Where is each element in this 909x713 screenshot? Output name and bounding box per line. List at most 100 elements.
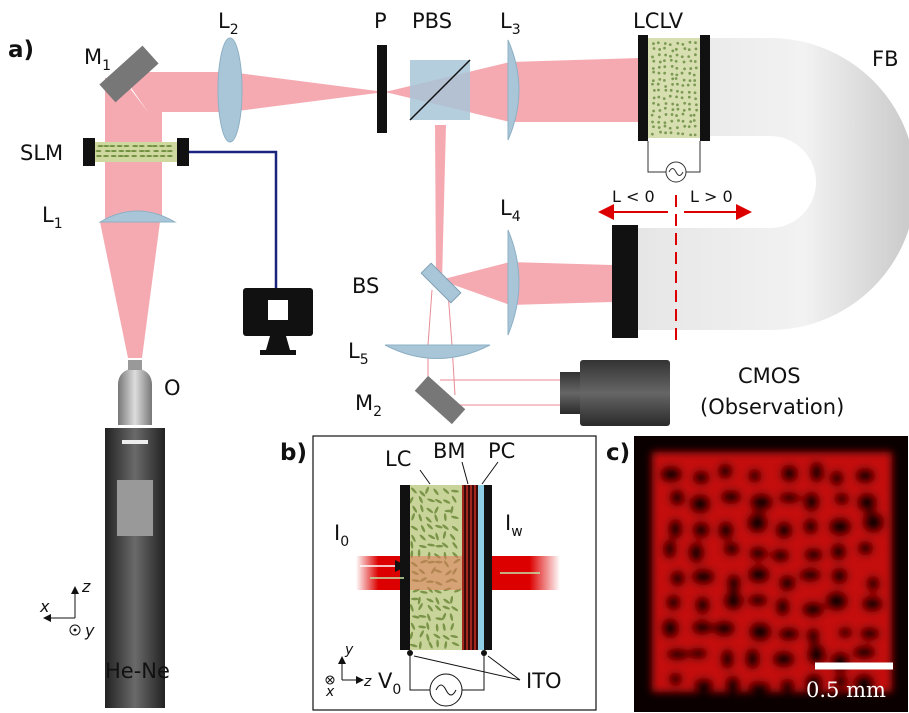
lc-molecule <box>676 54 679 57</box>
lc-molecule <box>97 145 103 147</box>
dark-spot <box>749 493 773 512</box>
lc-molecule <box>95 150 101 152</box>
lc-molecule <box>677 108 680 111</box>
lc-molecule <box>152 145 158 147</box>
dark-spot <box>860 627 880 641</box>
lc-molecule <box>676 83 679 86</box>
lc-molecule <box>677 119 680 122</box>
lc-molecule <box>675 96 678 99</box>
lc-molecule <box>675 48 678 51</box>
slm-frame <box>177 138 189 166</box>
dark-spot <box>717 521 734 540</box>
beam <box>440 262 612 305</box>
lc-molecule <box>681 96 684 99</box>
lc-molecule <box>111 155 117 157</box>
beam-in-lc <box>410 556 462 590</box>
lc-molecule <box>693 79 696 82</box>
lc-molecule <box>663 65 666 68</box>
dark-spot <box>825 591 848 612</box>
beam <box>435 125 446 282</box>
lc-molecule <box>651 114 654 117</box>
lc-molecule <box>664 121 667 124</box>
dark-spot <box>720 490 741 505</box>
lc-molecule <box>689 41 692 44</box>
label: L4 <box>500 196 521 225</box>
dark-spot <box>771 548 790 562</box>
lc-molecule <box>663 59 666 62</box>
dark-spot <box>866 576 880 592</box>
lc-molecule <box>695 47 698 50</box>
dark-spot <box>775 597 790 616</box>
dark-spot <box>748 681 772 694</box>
lc-molecule <box>689 79 692 82</box>
label: He-Ne <box>105 659 170 683</box>
dark-spot <box>772 651 795 668</box>
lc-molecule <box>167 150 173 152</box>
dark-spot <box>748 594 768 607</box>
lc-molecule <box>688 108 691 111</box>
lc-molecule <box>689 67 692 70</box>
lc-molecule <box>651 121 654 124</box>
lc-molecule <box>671 83 674 86</box>
dark-spot <box>803 491 820 512</box>
label: PBS <box>412 9 452 33</box>
beam <box>100 222 160 358</box>
lc-molecule <box>695 103 698 106</box>
lc-molecule <box>659 109 662 112</box>
lc-molecule <box>139 150 145 152</box>
dark-spot <box>802 601 825 617</box>
lc-molecule <box>688 91 691 94</box>
lc-molecule <box>665 102 668 105</box>
mirror <box>415 376 466 424</box>
lc-molecule <box>669 55 672 58</box>
dark-spot <box>661 618 679 639</box>
slm-panel <box>95 142 177 162</box>
lc-molecule <box>651 133 654 136</box>
dark-spot <box>726 574 741 593</box>
axis-label: z <box>81 577 91 596</box>
lc-molecule <box>663 79 666 82</box>
lc-molecule <box>117 145 123 147</box>
lc-molecule <box>695 109 698 112</box>
mirror-layer <box>464 485 466 650</box>
lc-molecule <box>683 68 686 71</box>
dark-spot <box>806 628 820 645</box>
lc-molecule <box>675 114 678 117</box>
lc-molecule <box>105 150 111 152</box>
lc-molecule <box>694 133 697 136</box>
lc-molecule <box>657 83 660 86</box>
dark-spot <box>746 512 768 533</box>
lc-molecule <box>663 47 666 50</box>
lc-molecule <box>683 47 686 50</box>
lc-molecule <box>683 109 686 112</box>
label: L > 0 <box>690 187 733 206</box>
lc-molecule <box>693 114 696 117</box>
monitor-stand <box>260 336 296 355</box>
lc-molecule <box>652 110 655 113</box>
lc-molecule <box>664 131 667 134</box>
lc-molecule <box>669 127 672 130</box>
lens <box>508 40 519 140</box>
lc-molecule <box>658 48 661 51</box>
lc-molecule <box>653 47 656 50</box>
lc-molecule <box>681 91 684 94</box>
lc-molecule <box>675 60 678 63</box>
label: L5 <box>348 339 369 368</box>
label: M2 <box>355 391 382 420</box>
dark-spot <box>747 565 770 584</box>
lc-molecule <box>694 125 697 128</box>
lc-molecule <box>694 60 697 63</box>
lc-molecule <box>670 59 673 62</box>
lc-molecule <box>683 79 686 82</box>
lc-molecule <box>682 113 685 116</box>
photoconductor <box>478 485 484 650</box>
lc-molecule <box>694 53 697 56</box>
lc-molecule <box>682 120 685 123</box>
lc-molecule <box>132 145 138 147</box>
lc-molecule <box>693 119 696 122</box>
dark-spot <box>829 470 844 486</box>
dark-spot <box>828 517 851 536</box>
lc-molecule <box>681 84 684 87</box>
label: SLM <box>20 141 63 165</box>
dark-spot <box>803 518 819 535</box>
